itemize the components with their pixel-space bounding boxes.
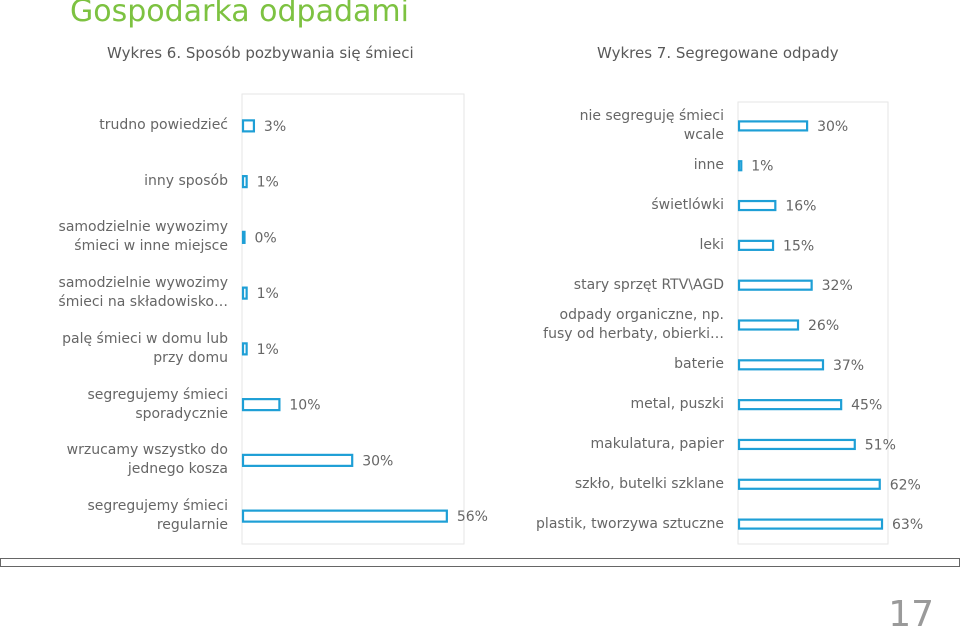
chart2-bar xyxy=(737,199,777,212)
chart2-bar xyxy=(737,120,809,132)
chart1-bar xyxy=(241,119,256,133)
chart2-category-label: świetlówki xyxy=(651,197,724,214)
chart1-value-label: 1% xyxy=(257,342,279,358)
chart1-value-label: 0% xyxy=(255,230,277,246)
chart2-category-label: szkło, butelki szklane xyxy=(574,475,724,492)
chart1-value-label: 1% xyxy=(257,175,279,191)
chart1-category-label: palę śmieci w domu lub przy domu xyxy=(62,330,228,366)
chart2-bar xyxy=(737,438,856,451)
chart1-bar xyxy=(241,286,248,300)
chart1-bar xyxy=(241,453,354,467)
chart2-category-label: plastik, tworzywa sztuczne xyxy=(536,515,724,532)
chart2-bar xyxy=(737,279,813,291)
chart1-category-label: samodzielnie wywozimy śmieci na składowis… xyxy=(58,275,228,311)
chart2-category-label: nie segreguję śmieci wcale xyxy=(579,107,724,143)
chart1-title: Wykres 6. Sposób pozbywania się śmieci xyxy=(107,44,414,62)
chart1-category-label: segregujemy śmieci sporadycznie xyxy=(87,386,228,422)
chart1-bar xyxy=(241,175,248,189)
chart2-bar xyxy=(737,160,743,172)
chart2-value-label: 51% xyxy=(865,437,896,453)
chart1-category-label: trudno powiedzieć xyxy=(99,117,228,134)
chart2-category-label: makulatura, papier xyxy=(590,435,724,452)
chart2-category-label: metal, puszki xyxy=(630,396,724,413)
chart2-category-label: stary sprzęt RTV\AGD xyxy=(573,276,724,293)
chart2-value-label: 30% xyxy=(817,119,848,135)
page-number: 17 xyxy=(888,594,934,635)
chart1-value-label: 10% xyxy=(289,398,320,414)
chart1-bar xyxy=(241,509,448,523)
chart2-value-label: 37% xyxy=(833,358,864,374)
chart1-value-label: 30% xyxy=(362,453,393,469)
chart2-value-label: 62% xyxy=(890,477,921,493)
chart2-value-label: 45% xyxy=(851,398,882,414)
chart2-value-label: 32% xyxy=(822,278,853,294)
chart1-value-label: 56% xyxy=(457,509,488,525)
chart2-title: Wykres 7. Segregowane odpady xyxy=(597,44,839,62)
chart2-category-label: odpady organiczne, np. fusy od herbaty, o… xyxy=(543,306,724,342)
chart2-value-label: 26% xyxy=(808,318,839,334)
chart2-bar xyxy=(737,478,881,490)
chart2-category-label: baterie xyxy=(674,356,724,373)
chart1-category-label: wrzucamy wszystko do jednego kosza xyxy=(66,442,228,478)
chart2-bar xyxy=(737,518,884,530)
page-title: Gospodarka odpadami xyxy=(70,0,409,29)
chart2-bar xyxy=(737,399,843,411)
chart1-category-label: segregujemy śmieci regularnie xyxy=(87,498,228,534)
chart2-bar xyxy=(737,319,800,331)
chart2-value-label: 16% xyxy=(785,199,816,215)
chart2-bar xyxy=(737,239,775,251)
chart2-bar xyxy=(737,359,825,371)
chart2-category-label: inne xyxy=(693,157,724,174)
footer-bar xyxy=(0,558,960,567)
chart1-plot-frame xyxy=(241,93,465,545)
chart2-value-label: 1% xyxy=(751,159,773,175)
chart1-category-label: samodzielnie wywozimy śmieci w inne miejs… xyxy=(58,219,228,255)
chart1-category-label: inny sposób xyxy=(144,173,228,190)
chart2-value-label: 15% xyxy=(783,238,814,254)
chart2-category-label: leki xyxy=(699,236,725,253)
chart1-bar xyxy=(241,398,281,412)
chart1-value-label: 1% xyxy=(257,286,279,302)
chart1-bar xyxy=(241,342,248,356)
chart1-value-label: 3% xyxy=(264,119,286,135)
chart2-value-label: 63% xyxy=(892,517,923,533)
chart1-bar xyxy=(241,230,246,244)
